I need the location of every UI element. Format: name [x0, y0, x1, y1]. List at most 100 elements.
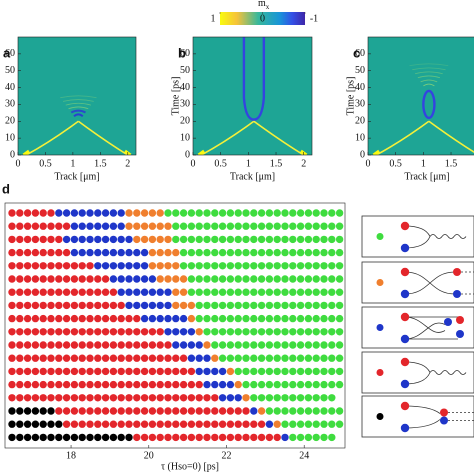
- state-dot: [156, 301, 164, 310]
- state-dot: [23, 394, 32, 402]
- state-dot: [94, 314, 102, 323]
- state-dot: [109, 380, 118, 389]
- state-dot: [164, 367, 172, 376]
- state-dot: [250, 222, 258, 230]
- state-dot: [117, 420, 125, 428]
- state-dot: [140, 288, 149, 296]
- state-dot: [265, 341, 274, 349]
- state-dot: [257, 222, 266, 230]
- state-dot: [304, 433, 313, 442]
- state-dot: [226, 341, 235, 349]
- state-dot: [31, 380, 40, 389]
- state-dot: [335, 235, 344, 244]
- state-dot: [281, 367, 289, 376]
- state-dot: [312, 288, 320, 296]
- state-dot: [109, 328, 118, 336]
- state-dot: [94, 301, 102, 310]
- state-dot: [320, 235, 328, 244]
- state-dot: [211, 235, 219, 244]
- state-dot: [125, 262, 133, 270]
- state-dot: [242, 380, 250, 389]
- state-dot: [257, 420, 266, 428]
- state-dot: [31, 354, 40, 362]
- state-dot: [203, 222, 211, 230]
- schematic-dot: [400, 423, 410, 433]
- state-dot: [86, 301, 94, 310]
- state-dot: [226, 288, 235, 296]
- state-dot: [257, 407, 266, 415]
- state-dot: [8, 433, 16, 442]
- state-dot: [125, 222, 133, 230]
- state-dot: [203, 288, 211, 296]
- state-dot: [172, 314, 180, 323]
- state-dot: [156, 222, 164, 230]
- state-dot: [140, 407, 149, 415]
- state-dot: [257, 328, 266, 336]
- state-dot: [242, 301, 250, 310]
- state-dot: [179, 354, 188, 362]
- state-dot: [148, 314, 157, 323]
- state-dot: [281, 262, 289, 270]
- state-dot: [8, 222, 16, 230]
- state-dot: [273, 328, 281, 336]
- state-dot: [70, 275, 79, 283]
- state-dot: [234, 420, 242, 428]
- schematic-dot: [400, 243, 410, 253]
- state-dot: [101, 262, 110, 270]
- state-dot: [203, 262, 211, 270]
- state-dot: [70, 394, 79, 402]
- state-dot: [117, 248, 125, 257]
- state-dot: [47, 222, 55, 230]
- state-dot: [257, 380, 266, 389]
- wave-tail: [197, 149, 205, 155]
- state-dot: [172, 420, 180, 428]
- state-dot: [250, 275, 258, 283]
- state-dot: [133, 288, 141, 296]
- state-dot: [86, 222, 94, 230]
- state-dot: [78, 380, 86, 389]
- state-dot: [218, 328, 227, 336]
- state-dot: [117, 367, 125, 376]
- state-dot: [312, 354, 320, 362]
- state-dot: [70, 248, 79, 257]
- state-dot: [86, 394, 94, 402]
- state-dot: [281, 209, 289, 217]
- state-dot: [195, 248, 203, 257]
- state-dot: [125, 328, 133, 336]
- state-dot: [86, 341, 94, 349]
- schematic-dot: [440, 416, 448, 425]
- state-dot: [70, 222, 79, 230]
- schematic-line: [429, 234, 467, 239]
- state-dot: [86, 314, 94, 323]
- state-dot: [47, 288, 55, 296]
- state-dot: [289, 235, 297, 244]
- state-dot: [156, 314, 164, 323]
- state-dot: [86, 433, 94, 442]
- state-dot: [265, 380, 274, 389]
- state-dot: [140, 341, 149, 349]
- state-dot: [55, 248, 63, 257]
- state-dot: [195, 209, 203, 217]
- state-dot: [289, 394, 297, 402]
- state-dot: [109, 433, 118, 442]
- state-dot: [195, 341, 203, 349]
- state-dot: [296, 314, 305, 323]
- state-dot: [78, 341, 86, 349]
- state-dot: [281, 407, 289, 415]
- state-dot: [312, 380, 320, 389]
- schematic-dot: [456, 330, 464, 338]
- ripple: [409, 63, 449, 67]
- state-dot: [218, 288, 227, 296]
- state-dot: [203, 354, 211, 362]
- state-dot: [179, 314, 188, 323]
- state-dot: [164, 407, 172, 415]
- state-dot: [86, 235, 94, 244]
- state-dot: [226, 275, 235, 283]
- state-dot: [94, 288, 102, 296]
- state-dot: [281, 301, 289, 310]
- state-dot: [296, 367, 305, 376]
- state-dot: [109, 407, 118, 415]
- state-dot: [55, 275, 63, 283]
- state-dot: [335, 420, 344, 428]
- state-dot: [179, 275, 188, 283]
